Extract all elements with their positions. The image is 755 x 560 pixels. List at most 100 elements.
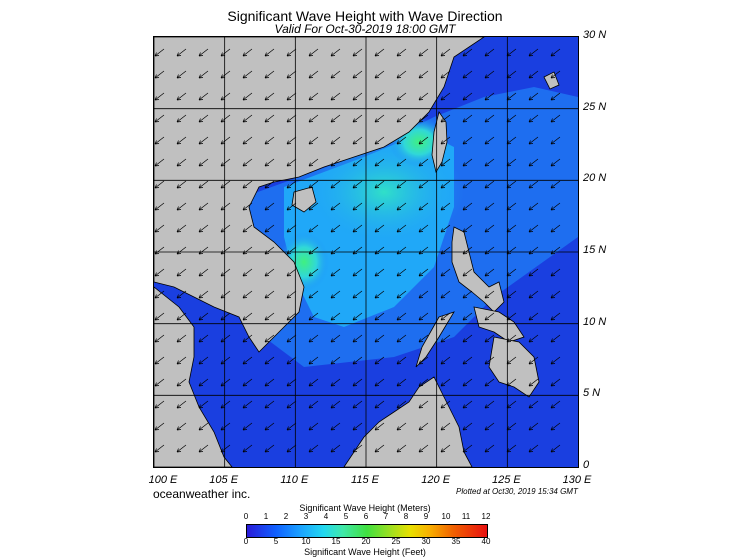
wave-direction-arrow-icon (550, 114, 561, 123)
wave-direction-arrow-icon (374, 356, 385, 365)
wave-direction-arrow-icon (484, 246, 495, 255)
wave-direction-arrow-icon (308, 224, 319, 233)
wave-direction-arrow-icon (308, 378, 319, 387)
mindanao (488, 336, 540, 398)
wave-direction-arrow-icon (198, 158, 209, 167)
wave-direction-arrow-icon (462, 92, 473, 101)
wave-direction-arrow-icon (242, 70, 253, 79)
wave-direction-arrow-icon (484, 202, 495, 211)
wave-direction-arrow-icon (330, 312, 341, 321)
wave-direction-arrow-icon (396, 180, 407, 189)
wave-direction-arrow-icon (264, 356, 275, 365)
wave-direction-arrow-icon (440, 444, 451, 453)
wave-direction-arrow-icon (418, 202, 429, 211)
latitude-label: 5 N (583, 387, 601, 400)
wave-direction-arrow-icon (264, 158, 275, 167)
wave-direction-arrow-icon (330, 378, 341, 387)
wave-direction-arrow-icon (396, 114, 407, 123)
wave-direction-arrow-icon (374, 202, 385, 211)
colorbar-title-meters: Significant Wave Height (Meters) (299, 503, 431, 513)
wave-direction-arrow-icon (374, 136, 385, 145)
wave-direction-arrow-icon (220, 422, 231, 431)
wave-direction-arrow-icon (352, 312, 363, 321)
wave-direction-arrow-icon (286, 268, 297, 277)
wave-direction-arrow-icon (352, 334, 363, 343)
wave-direction-arrow-icon (550, 136, 561, 145)
wave-direction-arrow-icon (352, 290, 363, 299)
wave-direction-arrow-icon (264, 70, 275, 79)
wave-direction-arrow-icon (440, 114, 451, 123)
wave-direction-arrow-icon (154, 444, 165, 453)
wave-direction-arrow-icon (264, 114, 275, 123)
wave-direction-arrow-icon (330, 290, 341, 299)
wave-direction-arrow-icon (418, 246, 429, 255)
wave-direction-arrow-icon (506, 70, 517, 79)
wave-direction-arrow-icon (308, 400, 319, 409)
palawan (415, 311, 455, 368)
wave-direction-arrow-icon (220, 180, 231, 189)
wave-direction-arrow-icon (176, 158, 187, 167)
wave-direction-arrow-icon (462, 334, 473, 343)
wave-direction-arrow-icon (374, 334, 385, 343)
wave-direction-arrow-icon (286, 136, 297, 145)
wave-direction-arrow-icon (220, 400, 231, 409)
wave-direction-arrow-icon (220, 92, 231, 101)
wave-direction-arrow-icon (176, 312, 187, 321)
wave-direction-arrow-icon (528, 224, 539, 233)
wave-direction-arrow-icon (242, 48, 253, 57)
wave-direction-arrow-icon (484, 422, 495, 431)
wave-direction-arrow-icon (264, 202, 275, 211)
wave-direction-arrow-icon (418, 422, 429, 431)
wave-direction-arrow-icon (440, 268, 451, 277)
latitude-label: 10 N (583, 315, 607, 328)
wave-direction-arrow-icon (440, 92, 451, 101)
wave-direction-arrow-icon (550, 400, 561, 409)
wave-direction-arrow-icon (396, 70, 407, 79)
taiwan (431, 111, 448, 174)
wave-direction-arrow-icon (396, 224, 407, 233)
wave-direction-arrow-icon (154, 422, 165, 431)
wave-direction-arrow-icon (418, 180, 429, 189)
wave-direction-arrow-icon (528, 114, 539, 123)
wave-direction-arrow-icon (352, 422, 363, 431)
wave-direction-arrow-icon (484, 136, 495, 145)
wave-direction-arrow-icon (264, 48, 275, 57)
wave-direction-arrow-icon (352, 268, 363, 277)
wave-direction-arrow-icon (484, 378, 495, 387)
wave-direction-arrow-icon (528, 180, 539, 189)
wave-direction-arrow-icon (396, 246, 407, 255)
wave-direction-arrow-icon (220, 224, 231, 233)
wave-direction-arrow-icon (286, 92, 297, 101)
wave-direction-arrow-icon (462, 378, 473, 387)
latitude-label: 30 N (583, 29, 607, 41)
wave-direction-arrow-icon (374, 378, 385, 387)
lat-lon-grid (154, 37, 578, 467)
wave-direction-arrow-icon (198, 224, 209, 233)
wave-direction-arrow-icon (396, 268, 407, 277)
wave-direction-arrow-icon (528, 158, 539, 167)
wave-direction-arrow-icon (220, 268, 231, 277)
wave-direction-arrow-icon (550, 312, 561, 321)
wave-direction-arrow-icon (374, 246, 385, 255)
wave-direction-arrow-icon (418, 224, 429, 233)
wave-direction-arrow-icon (418, 400, 429, 409)
wave-direction-arrow-icon (154, 48, 165, 57)
wave-direction-arrow-icon (374, 400, 385, 409)
wave-direction-arrow-icon (528, 268, 539, 277)
wave-direction-arrow-icon (396, 356, 407, 365)
latitude-label: 25 N (583, 100, 607, 113)
wave-direction-arrow-icon (198, 444, 209, 453)
wave-direction-arrow-icon (242, 400, 253, 409)
wave-direction-arrow-icon (308, 422, 319, 431)
wave-direction-arrow-icon (264, 268, 275, 277)
wave-direction-arrow-icon (462, 70, 473, 79)
wave-direction-arrow-icon (440, 180, 451, 189)
wave-direction-arrow-icon (550, 334, 561, 343)
wave-direction-arrow-icon (528, 444, 539, 453)
wave-direction-arrow-icon (308, 268, 319, 277)
wave-direction-arrow-icon (242, 224, 253, 233)
wave-direction-arrow-icon (550, 356, 561, 365)
wave-direction-arrow-icon (308, 180, 319, 189)
wave-direction-arrow-icon (220, 290, 231, 299)
wave-height-colorbar (246, 524, 488, 538)
